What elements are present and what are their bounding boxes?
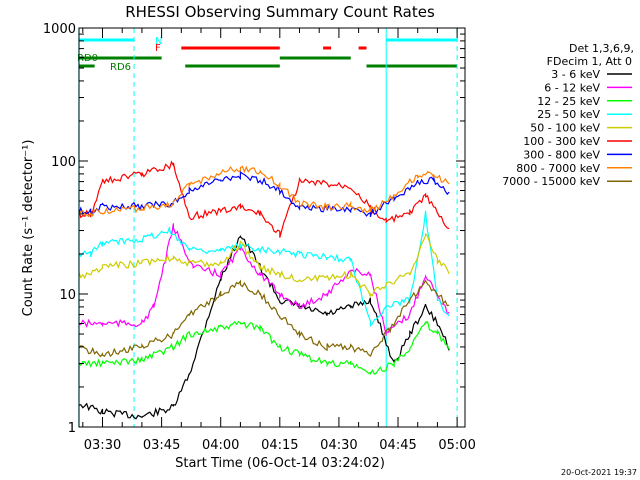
y-tick-label: 10	[59, 288, 76, 303]
legend-header-line: FDecim 1, Att 0	[547, 55, 632, 68]
legend-entry-label: 25 - 50 keV	[537, 108, 600, 121]
series-line	[78, 279, 450, 358]
series-line	[78, 160, 450, 238]
legend-entry-label: 6 - 12 keV	[544, 81, 600, 94]
series-line	[78, 223, 450, 336]
x-tick-label: 04:45	[379, 438, 416, 453]
x-tick-label: 04:00	[202, 438, 239, 453]
y-tick-label: 1	[68, 421, 76, 436]
plot-frame	[78, 27, 466, 428]
y-tick-label: 100	[51, 155, 76, 170]
legend-entry-label: 50 - 100 keV	[530, 122, 600, 135]
x-tick-label: 03:45	[143, 438, 180, 453]
legend-entry-label: 3 - 6 keV	[551, 68, 600, 81]
legend-entry-label: 800 - 7000 keV	[516, 162, 600, 175]
legend-entry-label: 7000 - 15000 keV	[502, 175, 600, 188]
flag-bar-label: N	[155, 36, 162, 47]
legend-entry-label: 100 - 300 keV	[523, 135, 600, 148]
x-axis: 03:30 03:45 04:00 04:15 04:30 04:45 05:00	[82, 28, 476, 453]
y-axis: 1 10 100 1000	[43, 22, 465, 436]
data-series	[78, 160, 450, 420]
x-axis-label: Start Time (06-Oct-14 03:24:02)	[175, 456, 385, 471]
flag-bar-label: RD6	[110, 62, 131, 73]
x-tick-label: 03:30	[84, 438, 121, 453]
flag-bar-label: RD0	[77, 53, 98, 64]
legend-entry-label: 300 - 800 keV	[523, 148, 600, 161]
series-line	[78, 320, 450, 376]
chart-title: RHESSI Observing Summary Count Rates	[125, 3, 435, 21]
flag-bars: NF RD0 RD6	[77, 36, 458, 73]
series-line	[78, 165, 450, 218]
x-tick-label: 05:00	[438, 438, 475, 453]
footer-date: 20-Oct-2021 19:37	[561, 468, 637, 477]
y-tick-label: 1000	[43, 22, 76, 37]
flag-bar-label: F	[155, 43, 161, 54]
legend-header-line: Det 1,3,6,9,	[569, 42, 634, 55]
x-tick-label: 04:30	[320, 438, 357, 453]
x-tick-label: 04:15	[261, 438, 298, 453]
y-axis-label: Count Rate (s⁻¹ detector⁻¹)	[21, 140, 36, 317]
series-line	[78, 235, 450, 420]
series-line	[78, 170, 450, 218]
series-line	[78, 210, 450, 327]
legend-entry-label: 12 - 25 keV	[537, 95, 600, 108]
series-line	[78, 233, 450, 297]
